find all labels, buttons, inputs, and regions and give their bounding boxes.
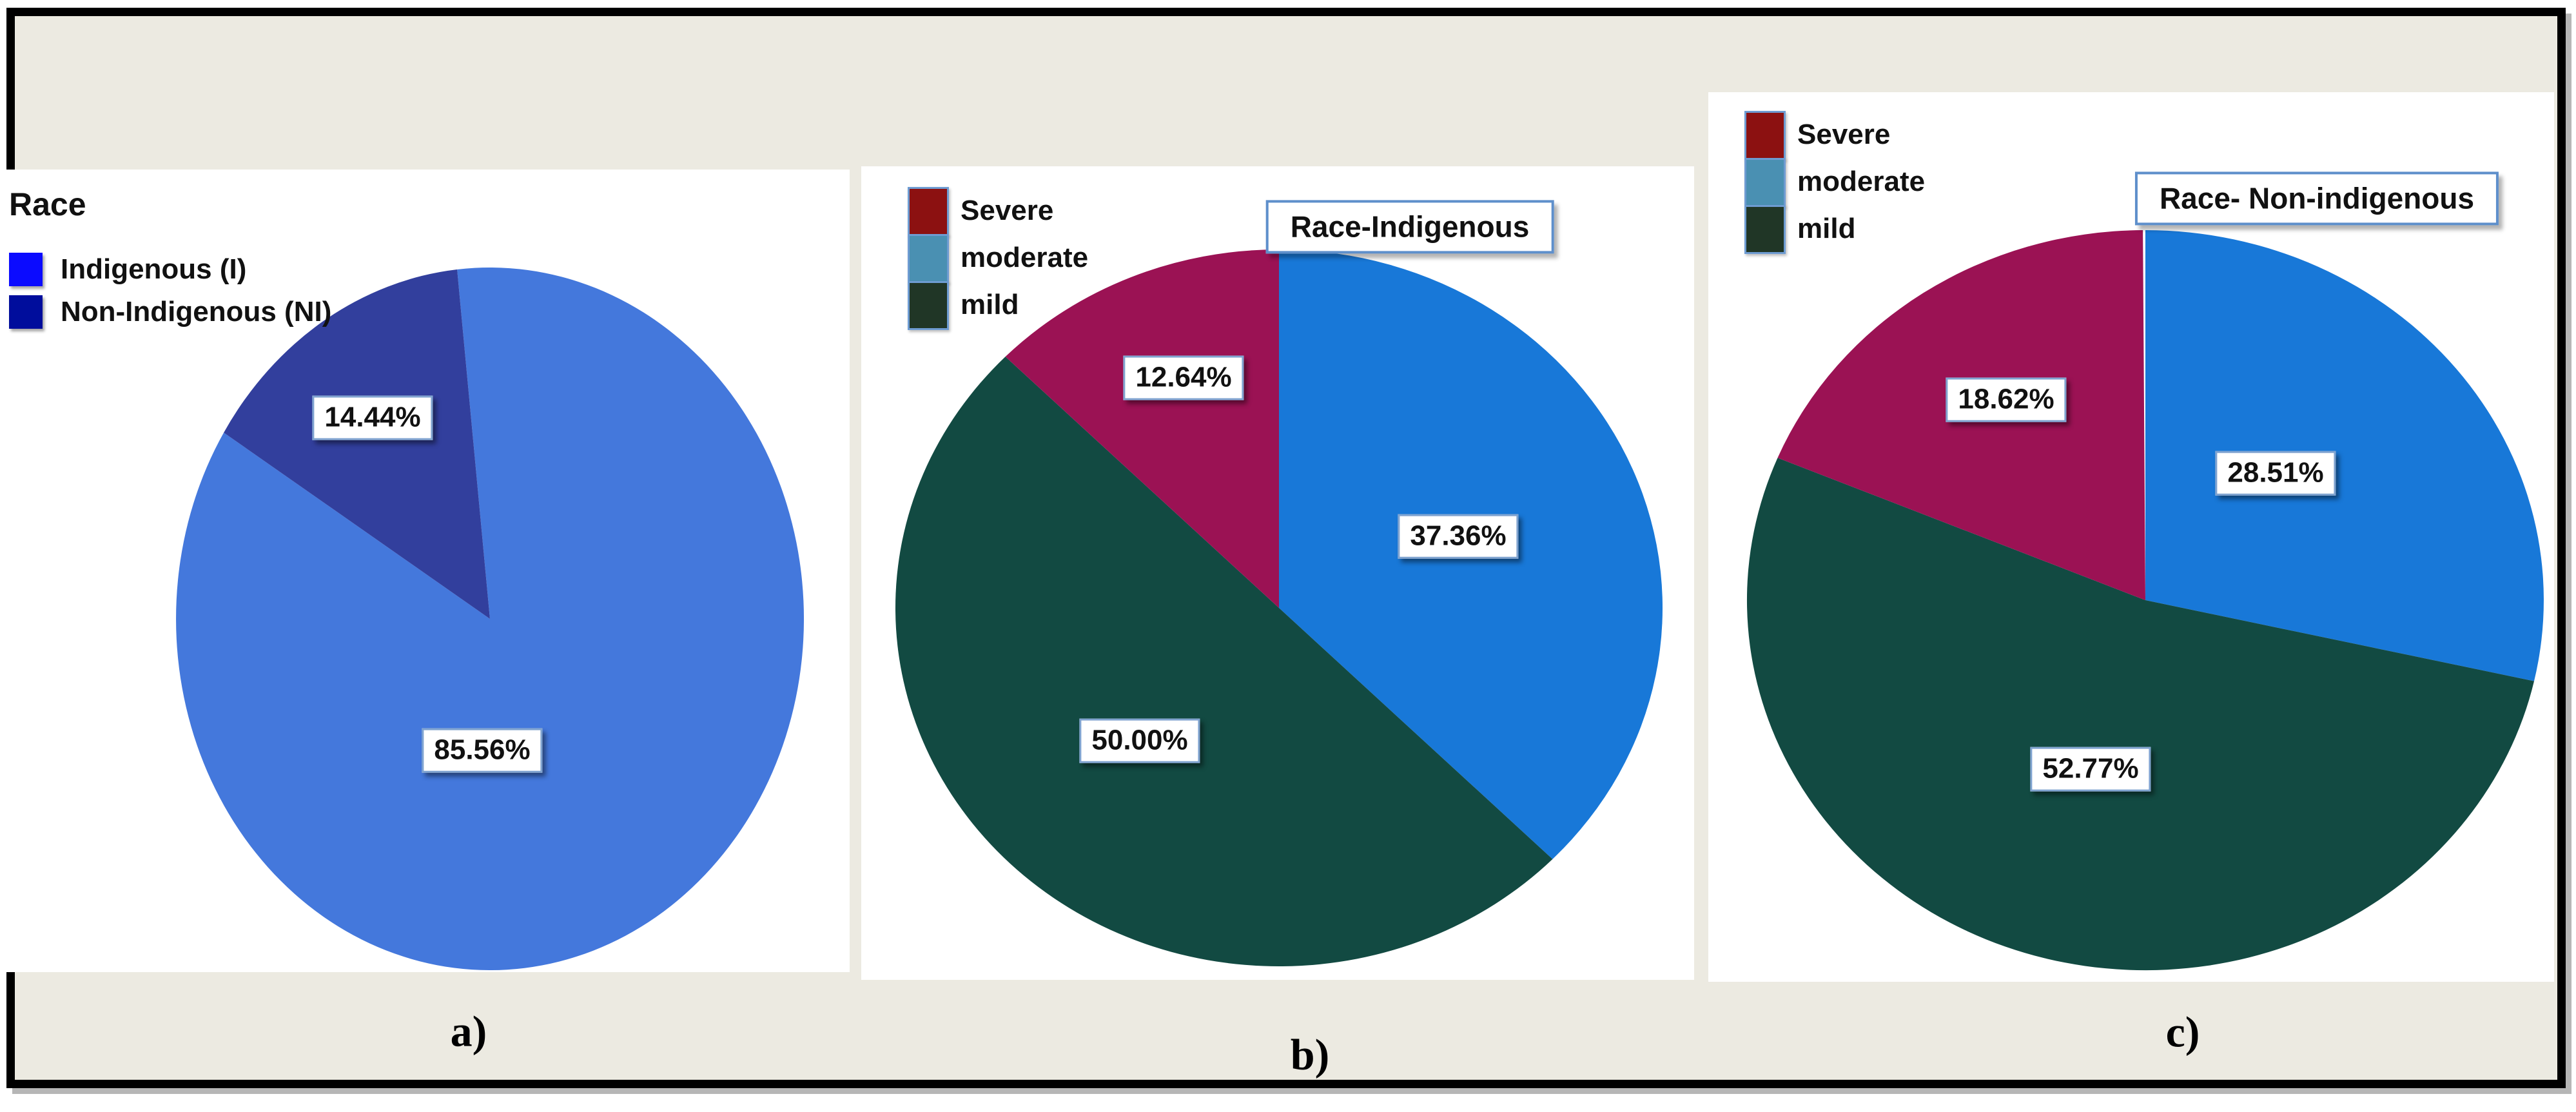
legend-swatch-icon [1744,158,1786,207]
pie-b-value-label-moderate: 37.36% [1398,514,1519,559]
chart-title-race-indigenous: Race-Indigenous [1265,200,1554,254]
legend-item-label: Severe [1797,118,1891,150]
legend-items-severity-c: Severe moderate mild [1744,111,1926,254]
panel-caption-a: a) [450,1006,487,1056]
pie-c-value-label-moderate: 28.51% [2215,451,2336,496]
legend-item-severe: Severe [908,187,1088,236]
legend-item-label: moderate [1797,165,1926,197]
legend-item-label: moderate [961,241,1089,273]
panel-caption-b: b) [1290,1029,1330,1079]
pie-a-value-label-indigenous-i-: 85.56% [422,728,543,773]
legend-swatch-icon [9,295,43,329]
pie-a-slice-non-indigenous-ni- [224,269,490,619]
legend-item-label: Indigenous (I) [61,253,247,285]
legend-items-race: Indigenous (I) Non-Indigenous (NI) [9,253,331,329]
pie-chart-race [176,268,805,971]
legend-items-severity-b: Severe moderate mild [908,187,1089,330]
legend-item-non-indigenous-ni-: Non-Indigenous (NI) [9,295,331,329]
legend-item-mild: mild [1744,205,1925,254]
pie-b-slice-severe [1005,249,1279,608]
legend-swatch-icon [1744,111,1786,160]
legend-title-race: Race [9,186,86,222]
legend-item-label: mild [961,288,1019,320]
legend-item-indigenous-i-: Indigenous (I) [9,253,331,286]
legend-item-label: Severe [961,194,1054,226]
pie-chart-non-indigenous [1746,230,2544,971]
legend-race: Race Indigenous (I) Non-Indigenous (NI) [9,186,331,338]
legend-item-moderate: moderate [908,234,1089,283]
pie-chart-indigenous [895,249,1663,967]
legend-swatch-icon [908,281,949,330]
pie-a-slice-indigenous-i- [176,268,805,971]
pie-b-slice-mild [895,356,1553,967]
legend-severity-b: Severe moderate mild [908,187,1089,330]
legend-swatch-icon [908,187,949,236]
legend-item-moderate: moderate [1744,158,1926,207]
legend-severity-c: Severe moderate mild [1744,111,1926,254]
legend-item-label: Non-Indigenous (NI) [61,296,332,327]
chart-title-race-non-indigenous: Race- Non-indigenous [2134,171,2499,226]
legend-item-label: mild [1797,212,1856,244]
pie-b-value-label-severe: 12.64% [1123,355,1244,400]
legend-swatch-icon [1744,205,1786,254]
legend-item-mild: mild [908,281,1088,330]
legend-swatch-icon [908,234,949,283]
legend-swatch-icon [9,253,43,286]
pie-c-value-label-mild: 52.77% [2030,746,2151,792]
pie-c-slice-moderate [2145,230,2544,681]
pie-c-slice-mild [1746,458,2534,971]
pie-a-value-label-non-indigenous-ni-: 14.44% [312,395,433,440]
pie-c-value-label-severe: 18.62% [1946,377,2067,422]
legend-item-severe: Severe [1744,111,1925,160]
panel-caption-c: c) [2165,1007,2200,1057]
pie-b-value-label-mild: 50.00% [1079,718,1200,763]
